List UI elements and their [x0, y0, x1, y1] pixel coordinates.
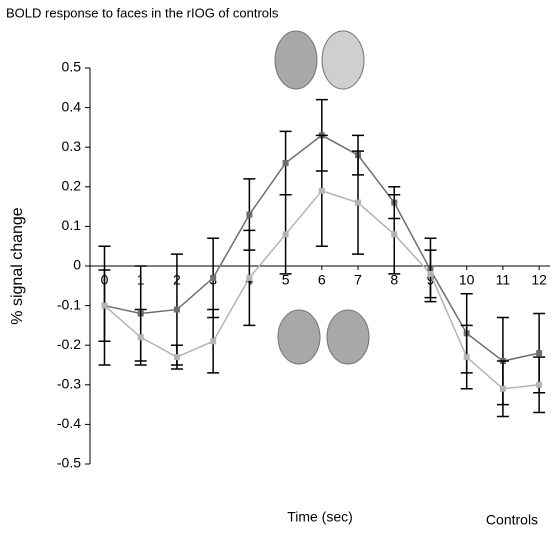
data-point: [427, 270, 434, 277]
x-tick-label: 10: [459, 272, 475, 288]
y-tick-label: 0.1: [62, 217, 82, 233]
data-point: [173, 354, 180, 361]
y-tick-label: 0.4: [62, 98, 82, 114]
x-tick-label: 11: [496, 272, 511, 288]
y-tick-label: 0.2: [62, 178, 82, 194]
data-point: [173, 306, 180, 313]
data-point: [463, 354, 470, 361]
y-axis-label: % signal change: [9, 207, 26, 325]
data-point: [246, 211, 253, 218]
data-point: [137, 334, 144, 341]
y-tick-label: -0.5: [57, 455, 81, 471]
annotation: Controls: [486, 512, 538, 528]
data-point: [282, 160, 289, 167]
x-tick-label: 5: [282, 272, 290, 288]
x-tick-label: 7: [354, 272, 362, 288]
face-icons-bottom: [277, 309, 370, 365]
data-point: [210, 338, 217, 345]
data-point: [499, 385, 506, 392]
x-tick-label: 12: [531, 272, 547, 288]
y-tick-label: 0: [73, 257, 81, 273]
data-point: [282, 231, 289, 238]
x-axis-label: Time (sec): [287, 509, 353, 525]
data-point: [391, 231, 398, 238]
y-tick-label: -0.4: [57, 415, 81, 431]
y-tick-label: 0.5: [62, 59, 82, 75]
data-point: [355, 199, 362, 206]
data-point: [210, 274, 217, 281]
data-point: [536, 381, 543, 388]
data-point: [536, 350, 543, 357]
x-tick-label: 6: [318, 272, 326, 288]
y-tick-label: -0.3: [57, 376, 81, 392]
data-point: [318, 187, 325, 194]
y-tick-label: 0.3: [62, 138, 82, 154]
y-tick-label: -0.2: [57, 336, 81, 352]
x-tick-label: 8: [390, 272, 398, 288]
face-icons-top: [274, 30, 365, 90]
y-tick-label: -0.1: [57, 296, 81, 312]
data-point: [101, 302, 108, 309]
data-point: [246, 274, 253, 281]
chart-title: BOLD response to faces in the rIOG of co…: [6, 5, 279, 20]
